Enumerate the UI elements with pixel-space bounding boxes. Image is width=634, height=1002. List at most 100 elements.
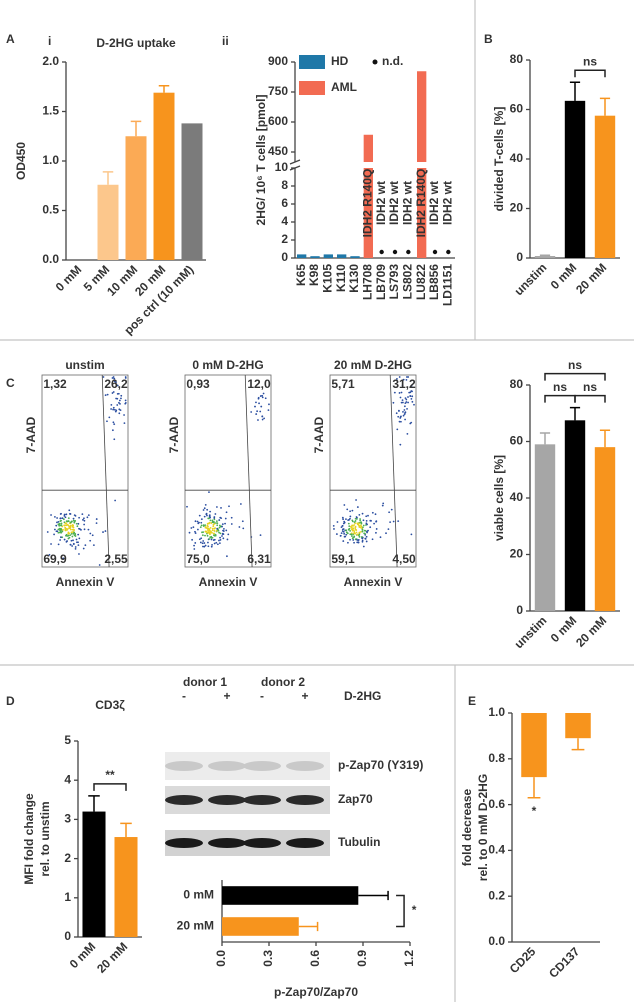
event-dot: [102, 531, 104, 533]
event-dot: [208, 517, 210, 520]
event-dot: [355, 499, 357, 501]
event-dot: [202, 540, 205, 542]
bar: [125, 136, 147, 260]
event-dot: [60, 522, 63, 525]
event-dot: [50, 514, 52, 516]
event-dot: [123, 422, 126, 425]
y-axis-label: 7-AAD: [167, 416, 181, 453]
event-dot: [71, 531, 74, 533]
event-dot: [115, 381, 117, 384]
bar-label: IDH2 wt: [374, 181, 388, 225]
event-dot: [199, 526, 202, 529]
event-dot: [67, 531, 70, 534]
legend-nd-marker: [372, 59, 378, 65]
y-tick-label: 0: [516, 603, 523, 617]
event-dot: [379, 536, 382, 539]
event-dot: [63, 513, 66, 516]
event-dot: [361, 530, 364, 533]
event-dot: [342, 531, 345, 533]
event-dot: [224, 522, 226, 525]
event-dot: [207, 527, 210, 530]
error-bar: [102, 171, 114, 185]
event-dot: [113, 377, 116, 380]
y-tick-label: 1.5: [42, 104, 59, 118]
event-dot: [218, 526, 221, 529]
event-dot: [341, 528, 344, 531]
event-dot: [402, 378, 405, 381]
event-dot: [55, 530, 58, 533]
event-dot: [65, 533, 68, 536]
event-dot: [361, 528, 364, 531]
event-dot: [200, 518, 203, 521]
event-dot: [354, 538, 357, 541]
event-dot: [353, 541, 355, 544]
event-dot: [68, 509, 71, 512]
event-dot: [397, 520, 400, 523]
event-dot: [400, 391, 403, 394]
y-tick-label: 0: [64, 929, 71, 943]
event-dot: [55, 524, 58, 527]
event-dot: [211, 521, 214, 524]
event-dot: [367, 529, 369, 532]
x-tick-label: LB709: [374, 264, 388, 300]
quadrant-value: 69,9: [43, 552, 67, 566]
event-dot: [82, 518, 84, 521]
x-tick-label: LS802: [401, 264, 415, 300]
event-dot: [66, 523, 69, 526]
event-dot: [359, 518, 362, 520]
event-dot: [356, 506, 359, 508]
event-dot: [257, 397, 260, 400]
y-tick-label: 2.0: [42, 54, 59, 68]
event-dot: [204, 534, 206, 537]
event-dot: [58, 531, 61, 534]
event-dot: [63, 515, 66, 517]
event-dot: [76, 541, 78, 544]
event-dot: [343, 504, 346, 506]
significance-bracket: [544, 372, 606, 381]
subpanel-label: ii: [222, 34, 229, 48]
event-dot: [218, 539, 220, 542]
x-tick-label: K130: [347, 264, 361, 293]
event-dot: [406, 407, 408, 410]
event-dot: [95, 522, 98, 525]
subpanel-label: i: [48, 34, 51, 48]
event-dot: [409, 395, 412, 397]
event-dot: [63, 538, 66, 541]
bar-label: IDH2 R140Q: [361, 169, 375, 238]
y-tick-label: 0: [516, 250, 523, 264]
event-dot: [61, 536, 64, 539]
event-dot: [348, 527, 351, 530]
band-label: Zap70: [338, 792, 373, 806]
event-dot: [341, 516, 344, 519]
event-dot: [219, 536, 221, 539]
event-dot: [81, 513, 84, 516]
event-dot: [60, 536, 62, 539]
event-dot: [216, 524, 219, 527]
event-dot: [214, 513, 217, 515]
event-dot: [118, 401, 120, 404]
event-dot: [369, 526, 372, 529]
event-dot: [209, 536, 212, 539]
event-dot: [411, 395, 414, 398]
event-dot: [203, 545, 206, 548]
nd-marker: [446, 249, 451, 255]
event-dot: [203, 515, 206, 518]
event-dot: [118, 412, 121, 415]
event-dot: [365, 540, 368, 543]
event-dot: [362, 519, 365, 522]
bar: [222, 886, 359, 905]
event-dot: [407, 401, 409, 404]
event-dot: [214, 534, 217, 537]
event-dot: [411, 400, 414, 403]
event-dot: [102, 376, 105, 378]
event-dot: [359, 526, 362, 529]
event-dot: [206, 514, 208, 517]
event-dot: [219, 539, 222, 541]
event-dot: [207, 525, 209, 528]
event-dot: [215, 522, 217, 524]
legend-label: HD: [331, 54, 349, 68]
event-dot: [71, 528, 74, 531]
gate: [389, 374, 398, 568]
event-dot: [75, 538, 78, 541]
event-dot: [54, 528, 56, 531]
